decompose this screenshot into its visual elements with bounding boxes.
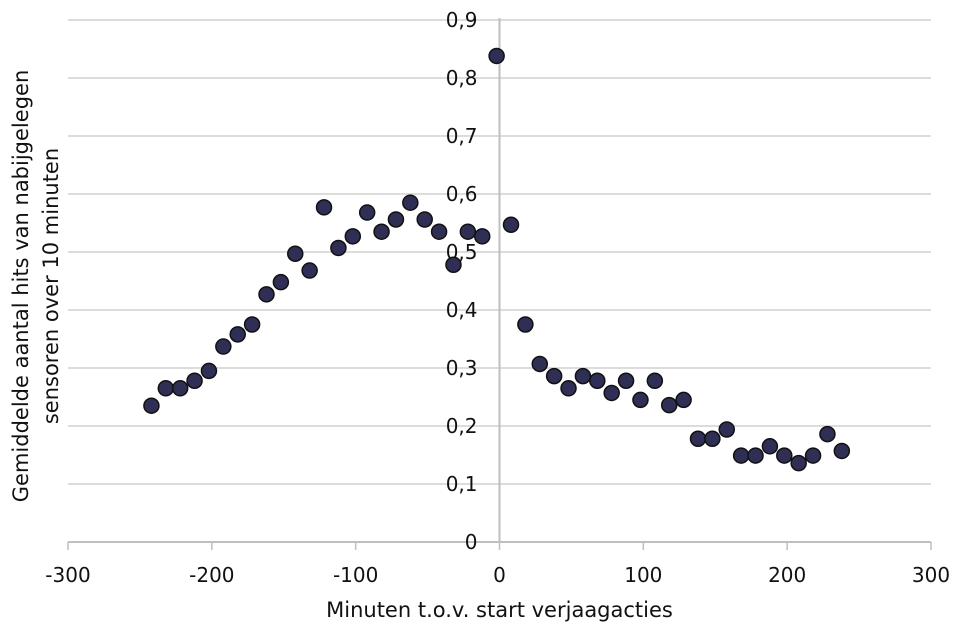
- data-point: [589, 372, 606, 390]
- data-point: [157, 380, 175, 397]
- x-tick-label: -100: [333, 563, 378, 587]
- data-points: [143, 47, 851, 472]
- x-tick-label: -300: [45, 563, 90, 587]
- data-point: [473, 228, 491, 245]
- data-point: [560, 380, 577, 397]
- y-tick-label: 0,8: [446, 66, 478, 90]
- data-point: [430, 223, 448, 240]
- y-axis-title-line-1: Gemiddelde aantal hits van nabijgelegen: [9, 70, 33, 503]
- data-point: [143, 397, 160, 414]
- data-point: [258, 286, 275, 303]
- data-point: [545, 367, 563, 385]
- data-point: [718, 421, 736, 438]
- data-point: [804, 447, 822, 464]
- data-point: [315, 199, 333, 216]
- data-point: [776, 447, 793, 464]
- data-point: [488, 47, 505, 65]
- data-point: [704, 430, 721, 448]
- axes: [67, 18, 932, 550]
- x-axis-title: Minuten t.o.v. start verjaagacties: [326, 598, 673, 622]
- y-tick-label: 0,2: [446, 414, 478, 438]
- x-tick-label: 200: [768, 563, 806, 587]
- data-point: [761, 438, 779, 455]
- data-point: [186, 372, 203, 390]
- data-point: [632, 391, 649, 409]
- data-point: [445, 256, 462, 274]
- data-point: [402, 194, 419, 211]
- y-tick-label: 0,9: [446, 8, 478, 32]
- x-tick-labels: -300 -200 -100 0 100 200 300: [45, 563, 950, 587]
- data-point: [517, 316, 534, 333]
- data-point: [790, 454, 807, 472]
- y-tick-label: 0: [465, 530, 478, 554]
- data-point: [387, 211, 405, 228]
- data-point: [215, 338, 232, 355]
- data-point: [747, 447, 764, 464]
- x-tick-label: 100: [624, 563, 662, 587]
- y-tick-label: 0,3: [446, 356, 478, 380]
- y-tick-label: 0,4: [446, 298, 478, 322]
- y-tick-labels: 00,10,20,30,40,50,60,70,80,9: [446, 8, 478, 554]
- data-point: [617, 372, 635, 390]
- data-point: [301, 262, 318, 279]
- data-point: [819, 425, 836, 443]
- data-point: [833, 442, 851, 460]
- data-point: [732, 447, 750, 464]
- x-tick-label: 300: [912, 563, 950, 587]
- data-point: [229, 326, 246, 343]
- data-point: [358, 204, 376, 221]
- data-point: [287, 245, 304, 262]
- data-point: [243, 316, 261, 333]
- data-point: [200, 362, 218, 380]
- data-point: [603, 384, 620, 402]
- y-tick-label: 0,6: [446, 182, 478, 206]
- x-tick-label: 0: [493, 563, 506, 587]
- y-tick-label: 0,1: [446, 472, 478, 496]
- data-point: [675, 391, 692, 409]
- data-point: [502, 216, 520, 233]
- data-point: [373, 223, 390, 240]
- data-point: [330, 239, 347, 257]
- x-tick-label: -200: [189, 563, 234, 587]
- data-point: [416, 211, 433, 228]
- y-tick-label: 0,7: [446, 124, 478, 148]
- data-point: [531, 355, 549, 373]
- data-point: [344, 228, 362, 245]
- data-point: [459, 223, 477, 240]
- data-point: [171, 380, 189, 397]
- data-point: [646, 372, 664, 390]
- data-point: [660, 396, 678, 414]
- data-point: [574, 367, 592, 385]
- data-point: [272, 273, 290, 291]
- data-point: [689, 430, 707, 448]
- y-axis-title-line-2: sensoren over 10 minuten: [39, 148, 63, 424]
